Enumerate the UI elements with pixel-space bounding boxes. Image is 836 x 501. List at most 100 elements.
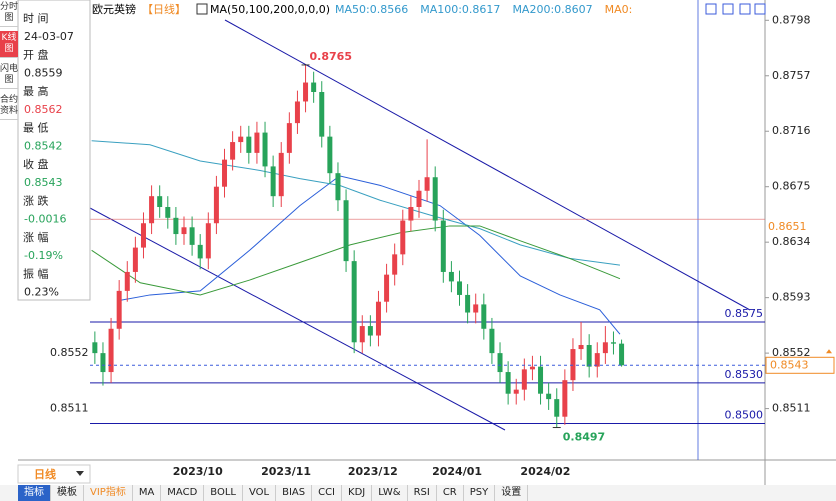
low-annotation: 0.8497 bbox=[563, 431, 605, 444]
candle-body bbox=[108, 328, 114, 373]
candle-body bbox=[343, 200, 349, 262]
candle-body bbox=[165, 207, 171, 218]
sidebar-tab[interactable]: 闪电图 bbox=[0, 62, 18, 89]
legend-entry: MA0: bbox=[605, 3, 633, 16]
candle-body bbox=[238, 136, 244, 143]
left-y-tick-label: 0.8511 bbox=[50, 402, 89, 415]
level-label: 0.8500 bbox=[725, 408, 764, 421]
candle-body bbox=[132, 247, 138, 272]
y-tick-label: 0.8634 bbox=[772, 235, 811, 248]
info-value: -0.19% bbox=[24, 249, 63, 262]
info-label: 振 幅 bbox=[23, 267, 49, 281]
candle-body bbox=[375, 301, 381, 336]
x-tick-label: 2024/02 bbox=[520, 465, 570, 478]
legend-entry: MA200:0.8607 bbox=[512, 3, 592, 16]
candle-body bbox=[262, 132, 268, 167]
candle-body bbox=[521, 369, 527, 390]
last-price-box bbox=[765, 356, 835, 374]
toolbar-tab[interactable]: BOLL bbox=[204, 485, 243, 501]
y-tick-label: 0.8511 bbox=[772, 402, 811, 415]
toolbar-tab[interactable]: 模板 bbox=[51, 485, 84, 501]
left-y-tick-label: 0.8552 bbox=[50, 346, 89, 359]
info-value: 0.8542 bbox=[24, 140, 63, 153]
x-tick-label: 2024/01 bbox=[432, 465, 482, 478]
toolbar-tab[interactable]: 指标 bbox=[18, 485, 51, 501]
period-button-label[interactable]: 日线 bbox=[34, 467, 56, 481]
symbol: 欧元英镑 bbox=[92, 2, 136, 16]
candle-body bbox=[529, 366, 535, 370]
toolbar-tab[interactable]: 设置 bbox=[495, 485, 529, 501]
toolbar-tab[interactable]: PSY bbox=[463, 485, 496, 501]
resistance-label: 0.8651 bbox=[768, 220, 807, 233]
y-tick-label: 0.8675 bbox=[772, 180, 811, 193]
info-label: 涨 跌 bbox=[23, 194, 49, 208]
icon[interactable] bbox=[722, 3, 734, 15]
toolbar-tab[interactable]: VIP指标 bbox=[84, 485, 133, 501]
toolbar-tab[interactable]: VOL bbox=[242, 485, 277, 501]
icon[interactable] bbox=[739, 3, 751, 15]
sidebar-tab[interactable]: 分时图 bbox=[0, 0, 18, 27]
toolbar-tab[interactable]: LW& bbox=[372, 485, 408, 501]
ma-line bbox=[91, 140, 621, 266]
candle-body bbox=[92, 342, 98, 354]
toolbar-tab[interactable]: CCI bbox=[312, 485, 343, 501]
candle-body bbox=[303, 82, 309, 102]
candle-body bbox=[489, 328, 495, 354]
legend-entry: MA100:0.8617 bbox=[420, 3, 500, 16]
icon[interactable] bbox=[705, 3, 717, 15]
sidebar-tab[interactable]: K线图 bbox=[0, 31, 18, 58]
x-tick-label: 2023/10 bbox=[173, 465, 223, 478]
candle-body bbox=[359, 326, 365, 343]
candle-body bbox=[570, 349, 576, 381]
candle-body bbox=[554, 399, 560, 417]
candle-body bbox=[319, 92, 325, 137]
candle-body bbox=[562, 380, 568, 417]
candle-body bbox=[149, 196, 155, 224]
candle-body bbox=[278, 152, 284, 197]
toolbar-tab[interactable]: KDJ bbox=[342, 485, 373, 501]
candle-body bbox=[197, 244, 203, 259]
candle-body bbox=[448, 271, 454, 282]
period-button[interactable] bbox=[17, 464, 91, 484]
toolbar: 指标 模板 VIP指标 MA MACD BOLL VOL BIAS CCI KDJ LW& RSI CR… bbox=[18, 485, 529, 501]
candle-body bbox=[594, 353, 600, 367]
candle-body bbox=[408, 207, 414, 221]
candle-body bbox=[432, 177, 438, 221]
period: 【日线】 bbox=[142, 2, 186, 16]
x-tick-label: 2023/12 bbox=[348, 465, 398, 478]
toolbar-tab[interactable]: BIAS bbox=[276, 485, 313, 501]
candle-body bbox=[100, 353, 106, 373]
candle-body bbox=[140, 223, 146, 248]
toolbar-tab[interactable]: MA bbox=[132, 485, 162, 501]
x-tick-label: 2023/11 bbox=[261, 465, 311, 478]
info-value: 0.23% bbox=[24, 286, 59, 299]
candle-body bbox=[610, 342, 616, 344]
candle-body bbox=[538, 366, 544, 394]
y-tick-label: 0.8757 bbox=[772, 69, 811, 82]
candle-body bbox=[230, 142, 236, 160]
toolbar-tab[interactable]: MACD bbox=[161, 485, 205, 501]
ma-line bbox=[119, 175, 621, 335]
candle-body bbox=[270, 166, 276, 197]
candle-body bbox=[254, 132, 260, 153]
toolbar-tab[interactable]: CR bbox=[436, 485, 464, 501]
info-value: -0.0016 bbox=[24, 213, 66, 226]
legend-entry: MA50:0.8566 bbox=[335, 3, 408, 16]
candle-body bbox=[400, 220, 406, 255]
y-tick-label: 0.8552 bbox=[772, 346, 811, 359]
ma-icon[interactable] bbox=[196, 3, 208, 15]
icon[interactable] bbox=[754, 3, 766, 15]
ma-params: MA(50,100,200,0,0,0) bbox=[210, 3, 330, 16]
info-label: 最 低 bbox=[23, 122, 49, 135]
candle-body bbox=[124, 271, 130, 291]
last-price-label: 0.8543 bbox=[770, 358, 809, 371]
info-label: 收 盘 bbox=[23, 157, 49, 171]
toolbar-tab[interactable]: RSI bbox=[407, 485, 437, 501]
sidebar-tab[interactable]: 合约资料 bbox=[0, 93, 18, 120]
candle-body bbox=[513, 389, 519, 394]
info-label: 最 高 bbox=[23, 84, 49, 98]
candle-body bbox=[327, 136, 333, 174]
channel-upper bbox=[224, 19, 751, 311]
